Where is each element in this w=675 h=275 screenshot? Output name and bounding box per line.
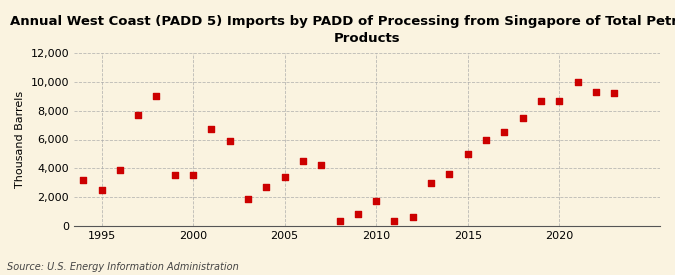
Point bbox=[499, 130, 510, 134]
Point bbox=[389, 219, 400, 223]
Point bbox=[609, 91, 620, 96]
Text: Source: U.S. Energy Information Administration: Source: U.S. Energy Information Administ… bbox=[7, 262, 238, 272]
Point bbox=[572, 80, 583, 84]
Point bbox=[279, 175, 290, 179]
Point bbox=[426, 180, 437, 185]
Point bbox=[242, 196, 253, 201]
Point bbox=[334, 219, 345, 223]
Point bbox=[133, 113, 144, 117]
Point bbox=[535, 98, 546, 103]
Point bbox=[371, 199, 381, 204]
Point bbox=[261, 185, 272, 189]
Point bbox=[481, 137, 491, 142]
Point bbox=[591, 90, 601, 94]
Point bbox=[444, 172, 455, 176]
Point bbox=[224, 139, 235, 143]
Point bbox=[169, 173, 180, 178]
Point bbox=[462, 152, 473, 156]
Point bbox=[316, 163, 327, 168]
Y-axis label: Thousand Barrels: Thousand Barrels bbox=[15, 91, 25, 188]
Point bbox=[78, 178, 88, 182]
Point bbox=[298, 159, 308, 163]
Point bbox=[115, 167, 126, 172]
Point bbox=[96, 188, 107, 192]
Point bbox=[151, 94, 162, 98]
Point bbox=[188, 173, 198, 178]
Point bbox=[554, 98, 565, 103]
Point bbox=[408, 215, 418, 219]
Point bbox=[352, 211, 363, 216]
Point bbox=[517, 116, 528, 120]
Point bbox=[206, 127, 217, 132]
Title: Annual West Coast (PADD 5) Imports by PADD of Processing from Singapore of Total: Annual West Coast (PADD 5) Imports by PA… bbox=[10, 15, 675, 45]
